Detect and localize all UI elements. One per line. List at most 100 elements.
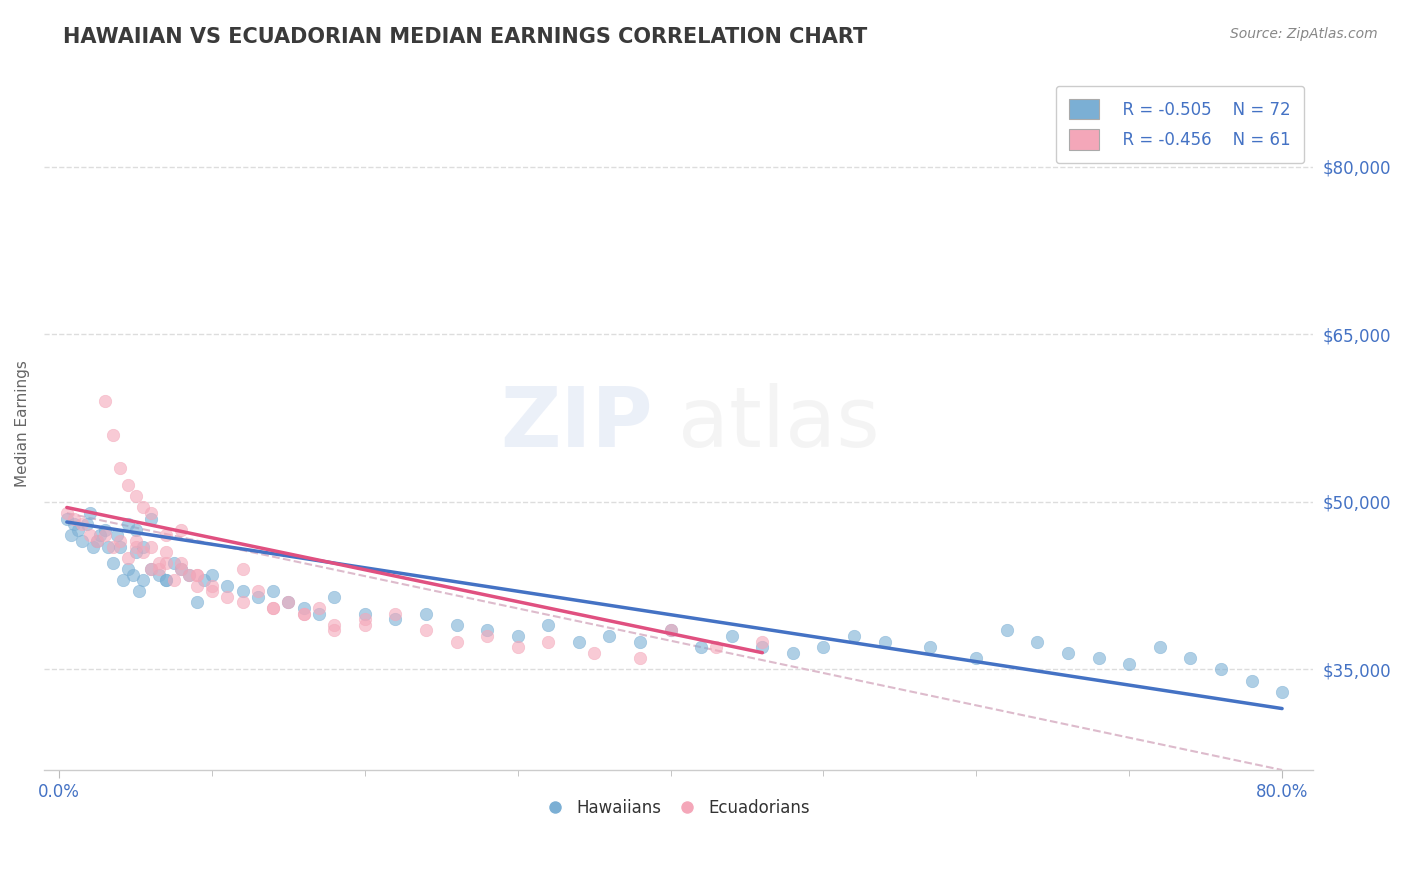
Point [94,394,117,409]
Point [70,517,93,532]
Point [446,634,468,648]
Point [583,646,606,660]
Y-axis label: Median Earnings: Median Earnings [15,360,30,487]
Point [124,523,146,537]
Point [60,528,83,542]
Point [813,640,835,654]
Point [262,601,284,615]
Point [477,629,499,643]
Point [415,624,437,638]
Point [186,579,208,593]
Point [598,629,620,643]
Point [101,428,124,442]
Point [112,573,135,587]
Point [139,562,162,576]
Point [201,579,224,593]
Point [384,607,406,621]
Point [110,540,132,554]
Point [56,511,79,525]
Point [163,573,186,587]
Point [1118,657,1140,671]
Point [628,634,651,648]
Point [751,640,773,654]
Point [782,646,804,660]
Point [323,617,346,632]
Point [193,573,215,587]
Point [139,506,162,520]
Point [117,517,139,532]
Point [79,528,101,542]
Point [262,601,284,615]
Point [537,634,560,648]
Point [1057,646,1080,660]
Point [179,567,201,582]
Point [63,517,86,532]
Point [56,506,79,520]
Point [94,523,117,537]
Point [292,607,315,621]
Point [110,534,132,549]
Point [179,567,201,582]
Point [110,461,132,475]
Point [148,562,170,576]
Text: atlas: atlas [678,384,880,464]
Point [659,624,682,638]
Point [124,534,146,549]
Point [659,624,682,638]
Point [308,601,330,615]
Point [89,528,111,542]
Point [155,573,177,587]
Point [170,562,193,576]
Point [1149,640,1171,654]
Point [170,557,193,571]
Point [277,595,299,609]
Point [384,612,406,626]
Point [1240,673,1263,688]
Point [148,557,170,571]
Point [1087,651,1109,665]
Point [139,511,162,525]
Point [506,640,529,654]
Point [446,617,468,632]
Point [132,573,155,587]
Point [86,534,108,549]
Point [155,545,177,559]
Point [292,607,315,621]
Point [124,489,146,503]
Point [217,579,239,593]
Point [117,478,139,492]
Point [354,617,377,632]
Point [66,523,89,537]
Point [124,540,146,554]
Point [79,506,101,520]
Point [186,567,208,582]
Point [262,584,284,599]
Point [76,517,98,532]
Point [568,634,591,648]
Point [232,595,254,609]
Point [308,607,330,621]
Point [217,590,239,604]
Point [101,557,124,571]
Point [1180,651,1202,665]
Point [139,540,162,554]
Point [751,634,773,648]
Point [354,612,377,626]
Text: ZIP: ZIP [501,384,652,464]
Point [995,624,1018,638]
Point [82,540,104,554]
Point [139,562,162,576]
Point [117,550,139,565]
Point [186,567,208,582]
Point [415,607,437,621]
Point [720,629,742,643]
Point [246,584,269,599]
Point [97,540,120,554]
Point [232,562,254,576]
Point [124,545,146,559]
Point [132,545,155,559]
Point [94,528,117,542]
Point [706,640,728,654]
Point [201,567,224,582]
Point [232,584,254,599]
